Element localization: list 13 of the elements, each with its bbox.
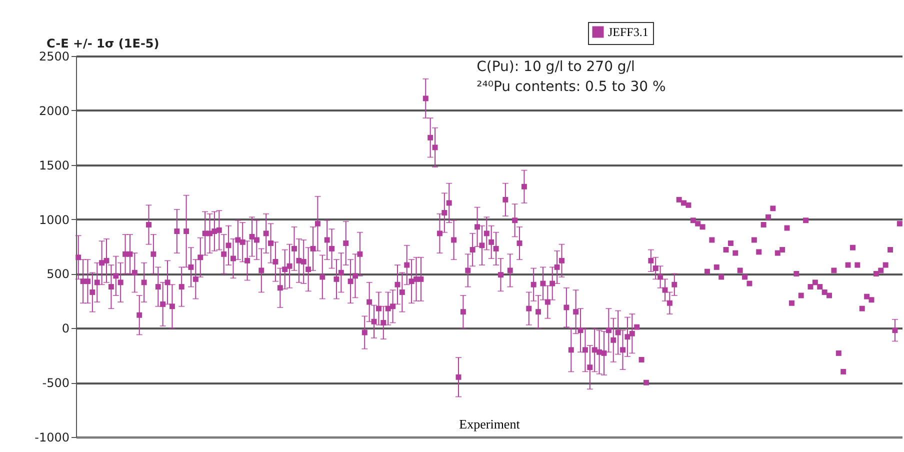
y-axis-title: C-E +/- 1σ (1E-5): [46, 36, 160, 50]
y-tick-label: 2500: [38, 50, 70, 64]
legend-label: JEFF3.1: [608, 25, 648, 39]
y-tick-label: 500: [46, 267, 70, 282]
y-tick-label: 2000: [38, 104, 70, 118]
annotation: ²⁴⁰Pu contents: 0.5 to 30 %: [476, 79, 666, 95]
y-tick-label: 0: [62, 322, 70, 336]
x-axis-title: Experiment: [459, 416, 520, 432]
annotation: C(Pu): 10 g/l to 270 g/l: [476, 59, 635, 75]
y-tick-label: 1000: [38, 212, 70, 227]
y-tick-label: 1500: [38, 158, 70, 172]
y-tick-label: -500: [42, 376, 70, 390]
y-tick-label: -1000: [34, 430, 70, 444]
